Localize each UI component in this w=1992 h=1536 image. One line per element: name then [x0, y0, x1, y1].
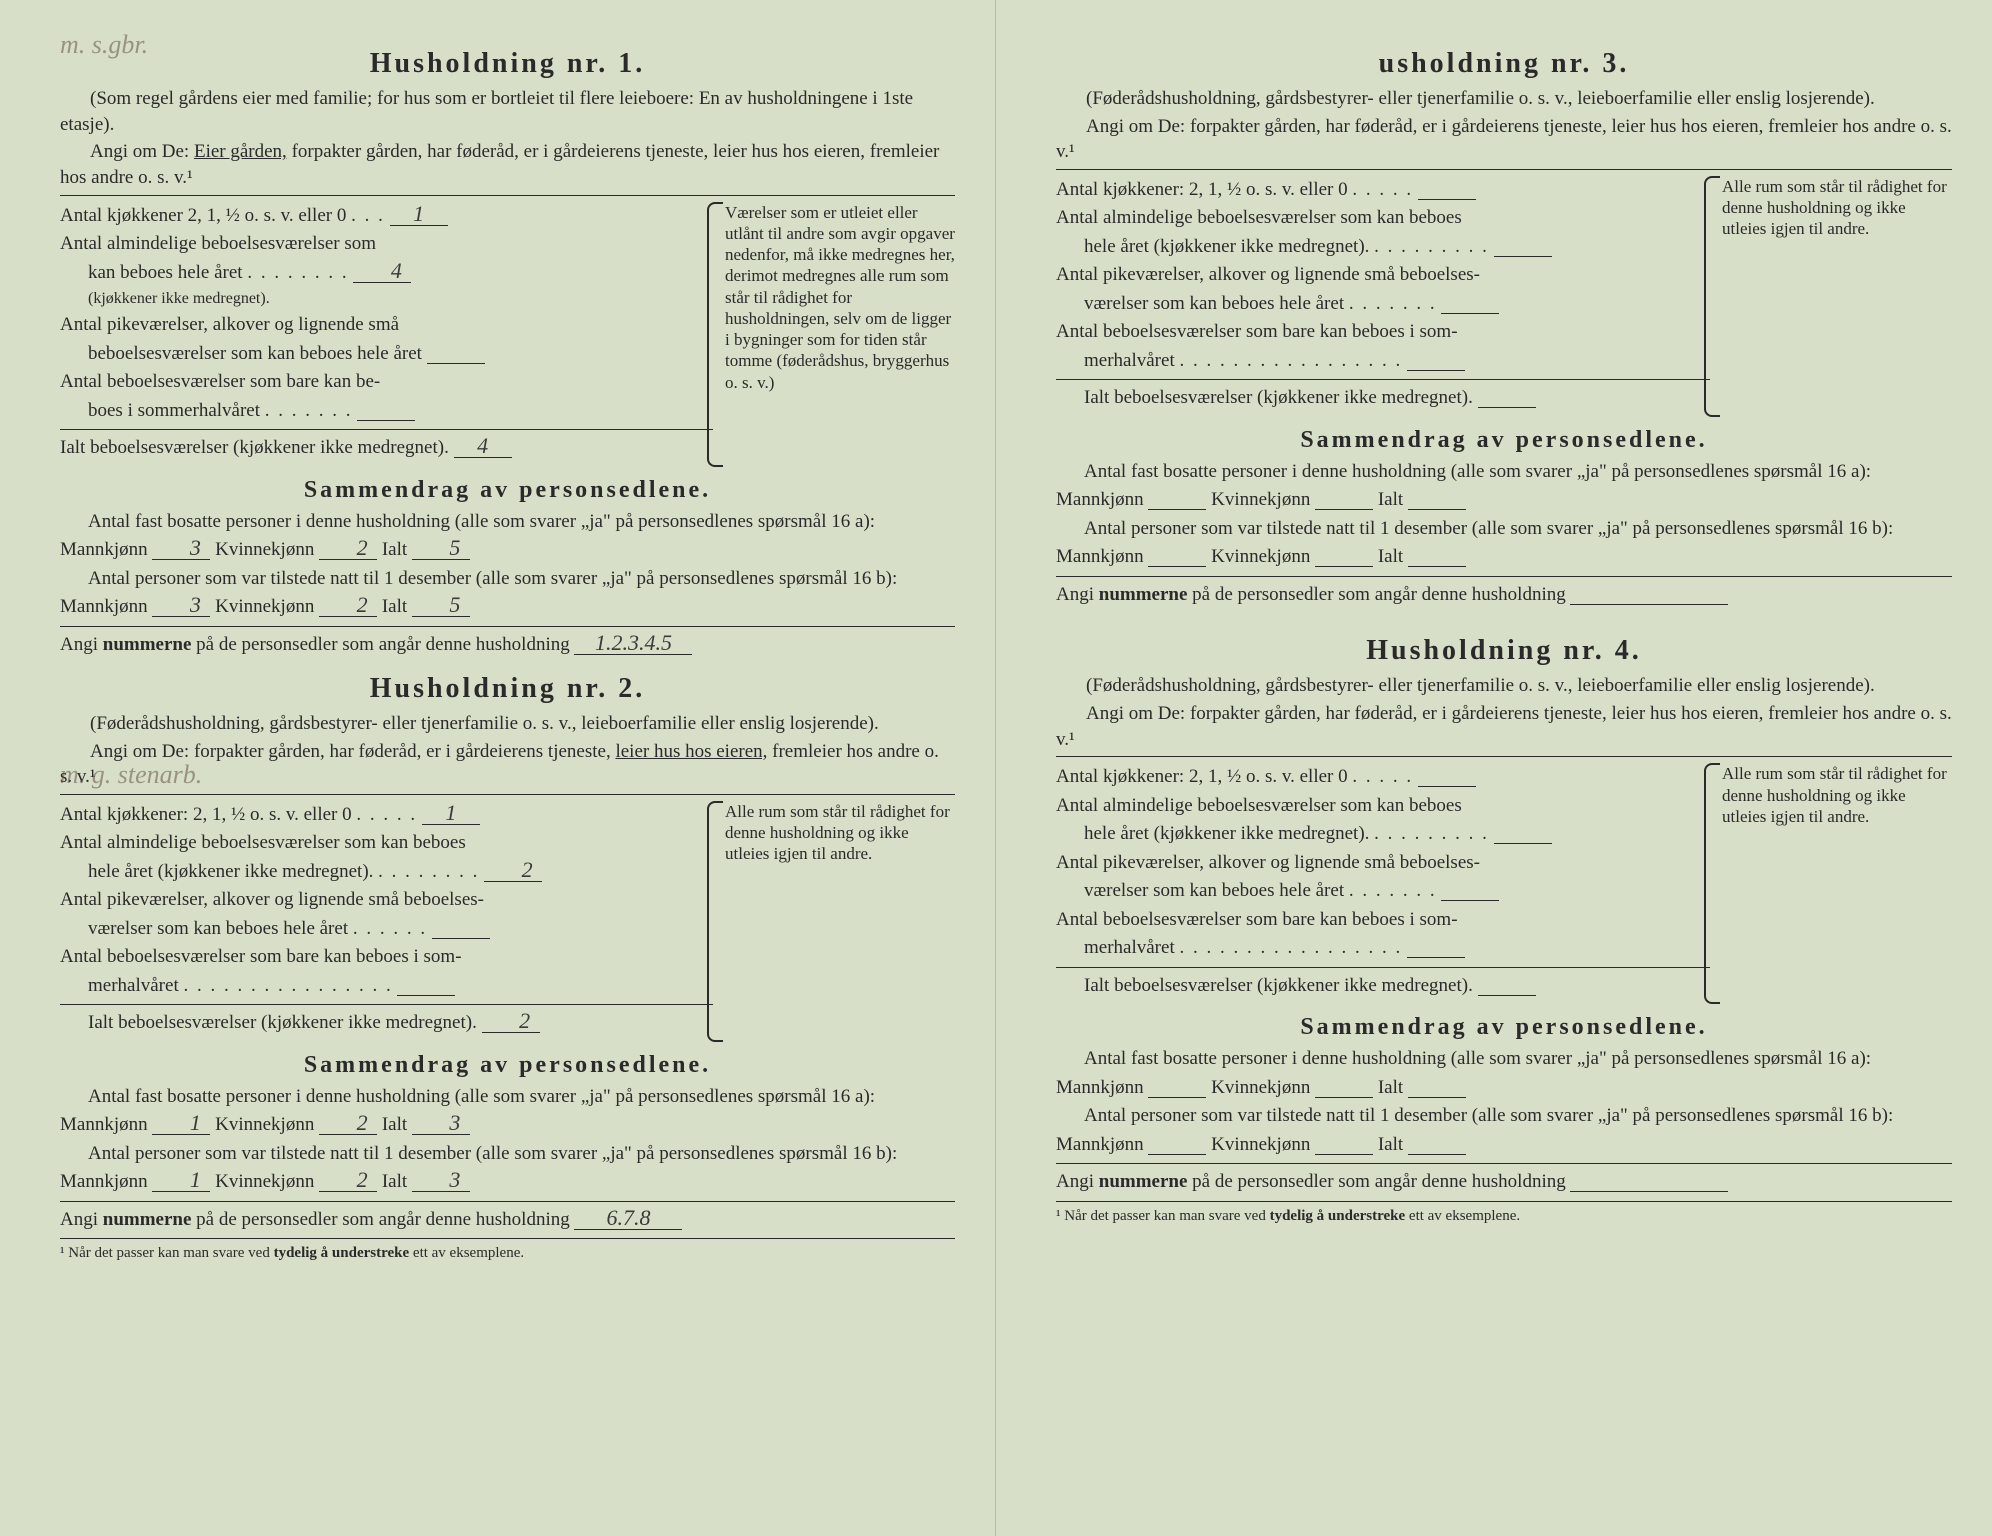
h2-total-val: 2	[482, 1010, 540, 1033]
h4-title: Husholdning nr. 4.	[1056, 635, 1952, 667]
h1-q2a: Antal almindelige beboelsesværelser som	[60, 230, 713, 259]
h2-s2-i: 3	[412, 1169, 470, 1192]
h2-s2-k: 2	[319, 1169, 377, 1192]
h2-footnote: ¹ Når det passer kan man svare ved tydel…	[60, 1245, 955, 1262]
h4-summary-title: Sammendrag av personsedlene.	[1056, 1014, 1952, 1041]
h1-total: Ialt beboelsesværelser (kjøkkener ikke m…	[60, 434, 713, 463]
h1-s1: Antal fast bosatte personer i denne hush…	[60, 508, 955, 565]
h2-q1-val: 1	[422, 802, 480, 825]
h2-intro1: (Føderådshusholdning, gårdsbestyrer- ell…	[60, 711, 955, 737]
h3-intro1: (Føderådshusholdning, gårdsbestyrer- ell…	[1056, 86, 1952, 112]
h4-side: Alle rum som står til rådighet for denne…	[1710, 763, 1952, 1000]
h4-intro1: (Føderådshusholdning, gårdsbestyrer- ell…	[1056, 673, 1952, 699]
h1-s3: Angi nummerne på de personsedler som ang…	[60, 631, 955, 660]
handwritten-note-1: m. s.gbr.	[60, 30, 148, 60]
h1-s2: Antal personer som var tilstede natt til…	[60, 565, 955, 622]
h2-q2-val: 2	[484, 859, 542, 882]
h2-side: Alle rum som står til rådighet for denne…	[713, 801, 955, 1038]
h3-intro2: Angi om De: forpakter gården, har føderå…	[1056, 114, 1952, 165]
h1-q1-val: 1	[390, 203, 448, 226]
h1-summary-title: Sammendrag av personsedlene.	[60, 477, 955, 504]
h1-s1-k: 2	[319, 537, 377, 560]
h1-q3b: beboelsesværelser som kan beboes hele år…	[60, 340, 713, 369]
h2-s1-k: 2	[319, 1112, 377, 1135]
h1-intro2: Angi om De: Eier gården, forpakter gårde…	[60, 139, 955, 190]
h3-summary-title: Sammendrag av personsedlene.	[1056, 427, 1952, 454]
h1-q4a: Antal beboelsesværelser som bare kan be-	[60, 368, 713, 397]
h1-s1-i: 5	[412, 537, 470, 560]
h4-questions: Antal kjøkkener: 2, 1, ½ o. s. v. eller …	[1056, 763, 1952, 1000]
h1-s2-k: 2	[319, 594, 377, 617]
h2-s2-m: 1	[152, 1169, 210, 1192]
h2-summary-title: Sammendrag av personsedlene.	[60, 1052, 955, 1079]
h1-q3a: Antal pikeværelser, alkover og lignende …	[60, 311, 713, 340]
left-page: m. s.gbr. Husholdning nr. 1. (Som regel …	[0, 0, 996, 1536]
h3-title: usholdning nr. 3.	[1056, 48, 1952, 80]
h1-q2b: kan beboes hele året . . . . . . . . 4	[60, 259, 713, 288]
h4-intro2: Angi om De: forpakter gården, har føderå…	[1056, 701, 1952, 752]
h1-title: Husholdning nr. 1.	[60, 48, 955, 80]
h1-s2-i: 5	[412, 594, 470, 617]
h3-side: Alle rum som står til rådighet for denne…	[1710, 176, 1952, 413]
h2-s1-i: 3	[412, 1112, 470, 1135]
h1-side: Værelser som er utleiet eller utlånt til…	[713, 202, 955, 463]
handwritten-note-2: m. g. stenarb.	[60, 760, 202, 790]
right-page: usholdning nr. 3. (Føderådshusholdning, …	[996, 0, 1992, 1536]
h2-s3-val: 6.7.8	[574, 1207, 682, 1230]
h1-q2-val: 4	[353, 260, 411, 283]
h1-total-val: 4	[454, 435, 512, 458]
h2-s1-m: 1	[152, 1112, 210, 1135]
h1-q4b: boes i sommerhalvåret . . . . . . .	[60, 397, 713, 426]
h1-s1-m: 3	[152, 537, 210, 560]
h1-q1: Antal kjøkkener 2, 1, ½ o. s. v. eller 0…	[60, 202, 713, 231]
h2-questions: Antal kjøkkener: 2, 1, ½ o. s. v. eller …	[60, 801, 955, 1038]
h1-s3-val: 1.2.3.4.5	[574, 632, 692, 655]
h1-intro2-pre: Angi om De:	[90, 141, 194, 162]
h1-questions: Antal kjøkkener 2, 1, ½ o. s. v. eller 0…	[60, 202, 955, 463]
h2-title: Husholdning nr. 2.	[60, 673, 955, 705]
h4-footnote: ¹ Når det passer kan man svare ved tydel…	[1056, 1208, 1952, 1225]
h1-intro1: (Som regel gårdens eier med familie; for…	[60, 86, 955, 137]
h3-questions: Antal kjøkkener: 2, 1, ½ o. s. v. eller …	[1056, 176, 1952, 413]
h1-intro2-ul: Eier gården,	[194, 141, 287, 162]
h1-s2-m: 3	[152, 594, 210, 617]
h1-q2-note: (kjøkkener ikke medregnet).	[60, 287, 713, 311]
